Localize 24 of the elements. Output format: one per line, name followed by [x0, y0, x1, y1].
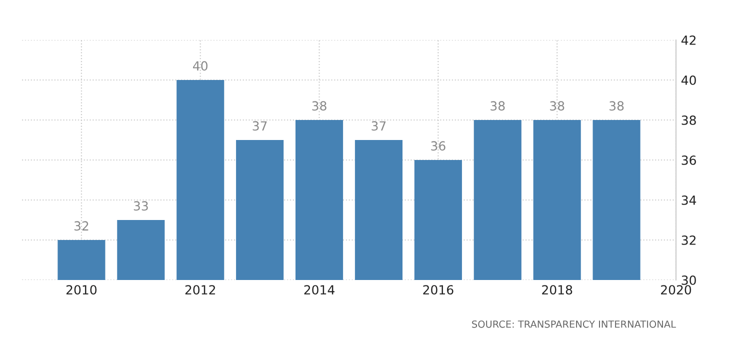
x-tick-label: 2012	[185, 285, 216, 295]
x-tick-label: 2010	[66, 285, 97, 295]
x-tick-label: 2014	[304, 285, 334, 295]
y-tick-label: 40	[681, 75, 696, 85]
data-label: 36	[431, 141, 446, 151]
y-tick-label: 38	[682, 115, 696, 125]
y-tick-label: 42	[681, 35, 696, 45]
data-label: 33	[134, 201, 148, 211]
data-label: 38	[490, 101, 505, 111]
source-note: SOURCE: TRANSPARENCY INTERNATIONAL	[472, 320, 676, 328]
data-label: 40	[193, 61, 208, 71]
data-label: 38	[312, 101, 326, 111]
y-tick-label: 32	[682, 235, 696, 245]
data-label: 32	[74, 221, 88, 231]
y-tick-label: 30	[682, 275, 696, 285]
data-label: 37	[372, 121, 386, 131]
data-label: 38	[550, 101, 564, 111]
y-tick-label: 34	[682, 195, 696, 205]
x-tick-label: 2018	[542, 285, 572, 295]
x-tick-label: 2020	[661, 285, 692, 295]
data-label: 37	[252, 121, 267, 131]
data-label: 38	[610, 101, 624, 111]
y-tick-label: 36	[682, 155, 696, 165]
x-tick-label: 2016	[423, 285, 454, 295]
